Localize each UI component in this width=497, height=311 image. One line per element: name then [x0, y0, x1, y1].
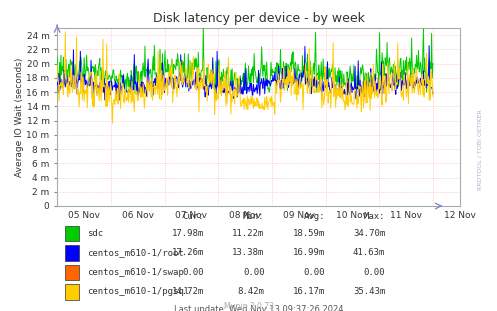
Text: sdc: sdc: [87, 229, 103, 238]
FancyBboxPatch shape: [65, 284, 80, 300]
Text: centos_m610-1/swap: centos_m610-1/swap: [87, 268, 184, 277]
Text: 16.17m: 16.17m: [293, 287, 325, 296]
Text: 0.00: 0.00: [303, 268, 325, 277]
Text: Max:: Max:: [364, 212, 385, 221]
Text: 0.00: 0.00: [182, 268, 204, 277]
Text: 41.63m: 41.63m: [353, 248, 385, 257]
Text: 14.72m: 14.72m: [172, 287, 204, 296]
FancyBboxPatch shape: [65, 245, 80, 261]
Text: Munin 2.0.73: Munin 2.0.73: [224, 302, 273, 311]
Text: RRDTOOL / TOBI OETIKER: RRDTOOL / TOBI OETIKER: [477, 109, 482, 190]
Text: 13.38m: 13.38m: [232, 248, 264, 257]
Text: 0.00: 0.00: [243, 268, 264, 277]
Title: Disk latency per device - by week: Disk latency per device - by week: [153, 12, 364, 26]
Text: 35.43m: 35.43m: [353, 287, 385, 296]
Text: 17.98m: 17.98m: [172, 229, 204, 238]
Text: 0.00: 0.00: [364, 268, 385, 277]
FancyBboxPatch shape: [65, 225, 80, 241]
Y-axis label: Average IO Wait (seconds): Average IO Wait (seconds): [14, 57, 24, 177]
Text: centos_m610-1/root: centos_m610-1/root: [87, 248, 184, 257]
Text: centos_m610-1/pgsql: centos_m610-1/pgsql: [87, 287, 189, 296]
Text: Avg:: Avg:: [303, 212, 325, 221]
Text: 18.59m: 18.59m: [293, 229, 325, 238]
Text: 17.26m: 17.26m: [172, 248, 204, 257]
Text: Last update: Wed Nov 13 09:37:26 2024: Last update: Wed Nov 13 09:37:26 2024: [173, 305, 343, 311]
Text: 8.42m: 8.42m: [238, 287, 264, 296]
Text: 34.70m: 34.70m: [353, 229, 385, 238]
FancyBboxPatch shape: [65, 265, 80, 280]
Text: 16.99m: 16.99m: [293, 248, 325, 257]
Text: 11.22m: 11.22m: [232, 229, 264, 238]
Text: Cur:: Cur:: [182, 212, 204, 221]
Text: Min:: Min:: [243, 212, 264, 221]
